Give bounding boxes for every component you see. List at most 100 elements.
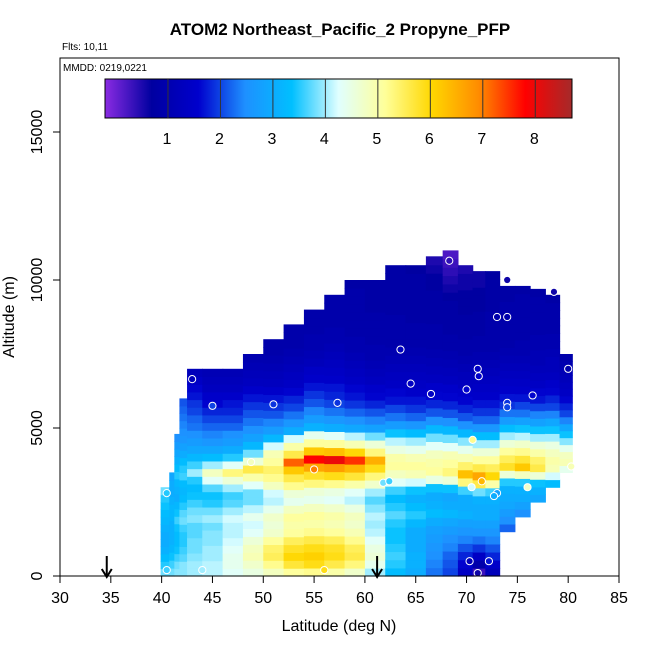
heatmap-cell	[187, 460, 203, 470]
heatmap-cell	[324, 519, 346, 529]
heatmap-cell	[514, 470, 531, 479]
heatmap-cell	[169, 528, 175, 537]
heatmap-cell	[545, 433, 561, 442]
heatmap-cell	[385, 265, 407, 274]
sample-point	[385, 477, 394, 486]
heatmap-cell	[530, 357, 546, 366]
heatmap-cell	[174, 478, 181, 487]
heatmap-cell	[169, 560, 175, 569]
heatmap-cell	[187, 545, 203, 554]
heatmap-cell	[303, 567, 325, 577]
heatmap-cell	[242, 512, 264, 522]
heatmap-cell	[385, 461, 407, 471]
heatmap-cell	[344, 288, 366, 297]
heatmap-cell	[174, 501, 181, 510]
heatmap-cell	[485, 527, 501, 537]
heatmap-cell	[457, 265, 474, 274]
heatmap-cell	[303, 374, 325, 383]
heatmap-cell	[514, 409, 531, 418]
heatmap-cell	[174, 538, 181, 547]
heatmap-cell	[457, 396, 474, 405]
heatmap-cell	[485, 271, 501, 280]
heatmap-cell	[344, 456, 366, 465]
heatmap-cell	[222, 460, 244, 470]
heatmap-cell	[242, 449, 264, 458]
heatmap-cell	[263, 378, 285, 388]
heatmap-cell	[559, 360, 573, 369]
heatmap-cell	[514, 401, 531, 410]
flight-arrow-head	[371, 568, 383, 579]
heatmap-cell	[263, 410, 285, 419]
heatmap-cell	[472, 303, 486, 312]
heatmap-cell	[530, 441, 546, 450]
heatmap-cell	[457, 346, 474, 356]
heatmap-cell	[324, 343, 346, 352]
sample-point	[198, 565, 207, 575]
heatmap-cell	[425, 306, 444, 316]
heatmap-cell	[174, 448, 181, 457]
colorbar-tick-label: 2	[215, 131, 224, 148]
heatmap-cell	[499, 355, 516, 364]
heatmap-cell	[303, 366, 325, 375]
heatmap-cell	[303, 559, 325, 569]
heatmap-cell	[263, 489, 285, 498]
heatmap-cell	[174, 463, 181, 472]
heatmap-cell	[485, 343, 501, 352]
heatmap-cell	[242, 377, 264, 387]
sample-point	[503, 403, 512, 412]
heatmap-cell	[545, 441, 561, 450]
heatmap-cell	[222, 499, 244, 508]
heatmap-cell	[530, 433, 546, 442]
heatmap-cell	[442, 350, 459, 360]
heatmap-cell	[545, 456, 561, 465]
x-tick-label: 40	[153, 590, 171, 607]
heatmap-cell	[385, 502, 407, 512]
heatmap-cell	[202, 529, 224, 539]
heatmap-cell	[222, 514, 244, 523]
sample-point	[333, 398, 342, 407]
heatmap-cell	[385, 306, 407, 315]
heatmap-cell	[263, 418, 285, 427]
heatmap-cell	[405, 338, 427, 348]
y-axis: 0 5000 10000 15000	[29, 110, 60, 580]
heatmap-cell	[514, 370, 531, 379]
flight-arrows	[100, 556, 383, 579]
heatmap-cell	[169, 544, 175, 553]
heatmap-cell	[174, 493, 181, 502]
heatmap-cell	[425, 273, 444, 283]
heatmap-cell	[442, 459, 459, 469]
heatmap-cell	[485, 455, 501, 465]
heatmap-cell	[472, 415, 486, 425]
heatmap-cell	[405, 494, 427, 503]
heatmap-cell	[263, 370, 285, 380]
heatmap-cell	[179, 524, 188, 533]
heatmap-cell	[457, 436, 474, 446]
heatmap-cell	[499, 516, 516, 525]
heatmap-cell	[545, 340, 561, 350]
heatmap-cell	[187, 468, 203, 477]
heatmap-cell	[344, 536, 366, 545]
heatmap-cell	[202, 506, 224, 516]
heatmap-cell	[283, 387, 305, 396]
heatmap-cell	[187, 368, 203, 378]
heatmap-cell	[324, 351, 346, 360]
heatmap-cell	[457, 453, 474, 463]
heatmap-cell	[160, 509, 170, 518]
heatmap-cell	[499, 470, 516, 479]
heatmap-cell	[457, 404, 474, 414]
heatmap-cell	[222, 399, 244, 408]
colorbar-tick-label: 4	[320, 131, 329, 148]
x-tick-label: 50	[254, 590, 272, 607]
heatmap-cell	[559, 388, 573, 397]
heatmap-cell	[405, 387, 427, 397]
heatmap-cell	[187, 414, 203, 424]
heatmap-cell	[405, 330, 427, 340]
heatmap-cell	[179, 568, 188, 577]
heatmap-cell	[179, 442, 188, 451]
flight-arrow-head	[100, 568, 113, 579]
heatmap-cell	[514, 339, 531, 349]
heatmap-cell	[457, 297, 474, 307]
heatmap-cell	[174, 531, 181, 540]
heatmap-cell	[485, 543, 501, 553]
heatmap-cell	[442, 434, 459, 444]
